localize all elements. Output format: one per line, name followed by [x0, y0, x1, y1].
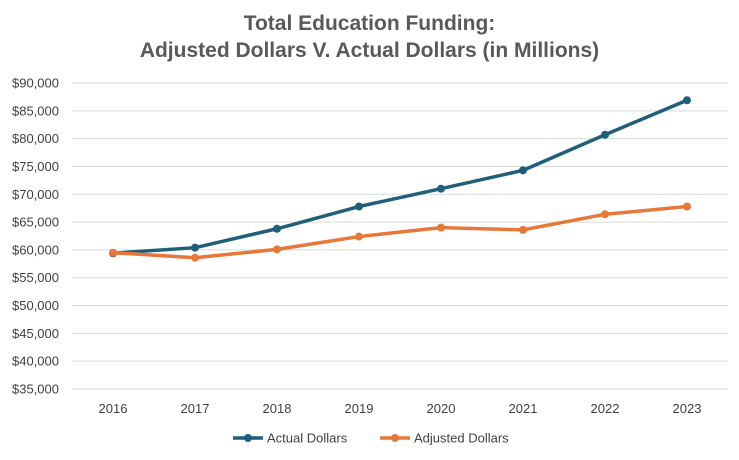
y-tick-label: $55,000	[12, 270, 59, 285]
data-point	[601, 210, 609, 219]
x-tick-label: 2018	[263, 401, 292, 416]
x-tick-label: 2022	[591, 401, 620, 416]
legend-marker	[391, 434, 399, 442]
y-tick-label: $40,000	[12, 354, 59, 369]
data-point	[601, 130, 609, 139]
y-tick-label: $50,000	[12, 298, 59, 313]
series-lines	[109, 96, 691, 262]
data-point	[437, 223, 445, 232]
x-tick-label: 2019	[345, 401, 374, 416]
x-tick-label: 2016	[99, 401, 128, 416]
y-tick-label: $75,000	[12, 159, 59, 174]
data-point	[683, 96, 691, 105]
y-tick-label: $45,000	[12, 326, 59, 341]
x-axis-ticks: 2016 2017 2018 2019 2020 2021 2022 2023	[99, 401, 702, 416]
legend-label: Adjusted Dollars	[414, 431, 509, 446]
series-line	[111, 98, 689, 255]
series-adjusted-dollars	[109, 202, 691, 262]
legend-label: Actual Dollars	[267, 431, 348, 446]
data-point	[355, 232, 363, 241]
legend: Actual Dollars Adjusted Dollars	[233, 431, 509, 446]
chart-title: Total Education Funding:	[244, 12, 496, 35]
x-tick-label: 2020	[427, 401, 456, 416]
series-line	[111, 204, 689, 260]
legend-item: Adjusted Dollars	[380, 431, 509, 446]
gridlines	[72, 82, 728, 390]
x-tick-label: 2021	[509, 401, 538, 416]
y-axis-ticks: $35,000 $40,000 $45,000 $50,000 $55,000 $60,0…	[12, 76, 59, 397]
data-point	[437, 184, 445, 193]
data-point	[109, 248, 117, 257]
y-tick-label: $65,000	[12, 215, 59, 230]
data-point	[683, 202, 691, 211]
y-tick-label: $60,000	[12, 242, 59, 257]
y-tick-label: $80,000	[12, 131, 59, 146]
data-point	[273, 245, 281, 254]
data-point	[519, 166, 527, 175]
y-tick-label: $90,000	[12, 76, 59, 91]
legend-marker	[244, 434, 252, 442]
legend-item: Actual Dollars	[233, 431, 348, 446]
data-point	[191, 243, 199, 252]
y-tick-label: $35,000	[12, 382, 59, 397]
data-point	[519, 225, 527, 234]
chart-subtitle: Adjusted Dollars V. Actual Dollars (in M…	[140, 39, 599, 62]
data-point	[191, 253, 199, 262]
x-tick-label: 2017	[181, 401, 210, 416]
x-tick-label: 2023	[673, 401, 702, 416]
data-point	[355, 202, 363, 211]
data-point	[273, 224, 281, 233]
y-tick-label: $85,000	[12, 103, 59, 118]
y-tick-label: $70,000	[12, 187, 59, 202]
